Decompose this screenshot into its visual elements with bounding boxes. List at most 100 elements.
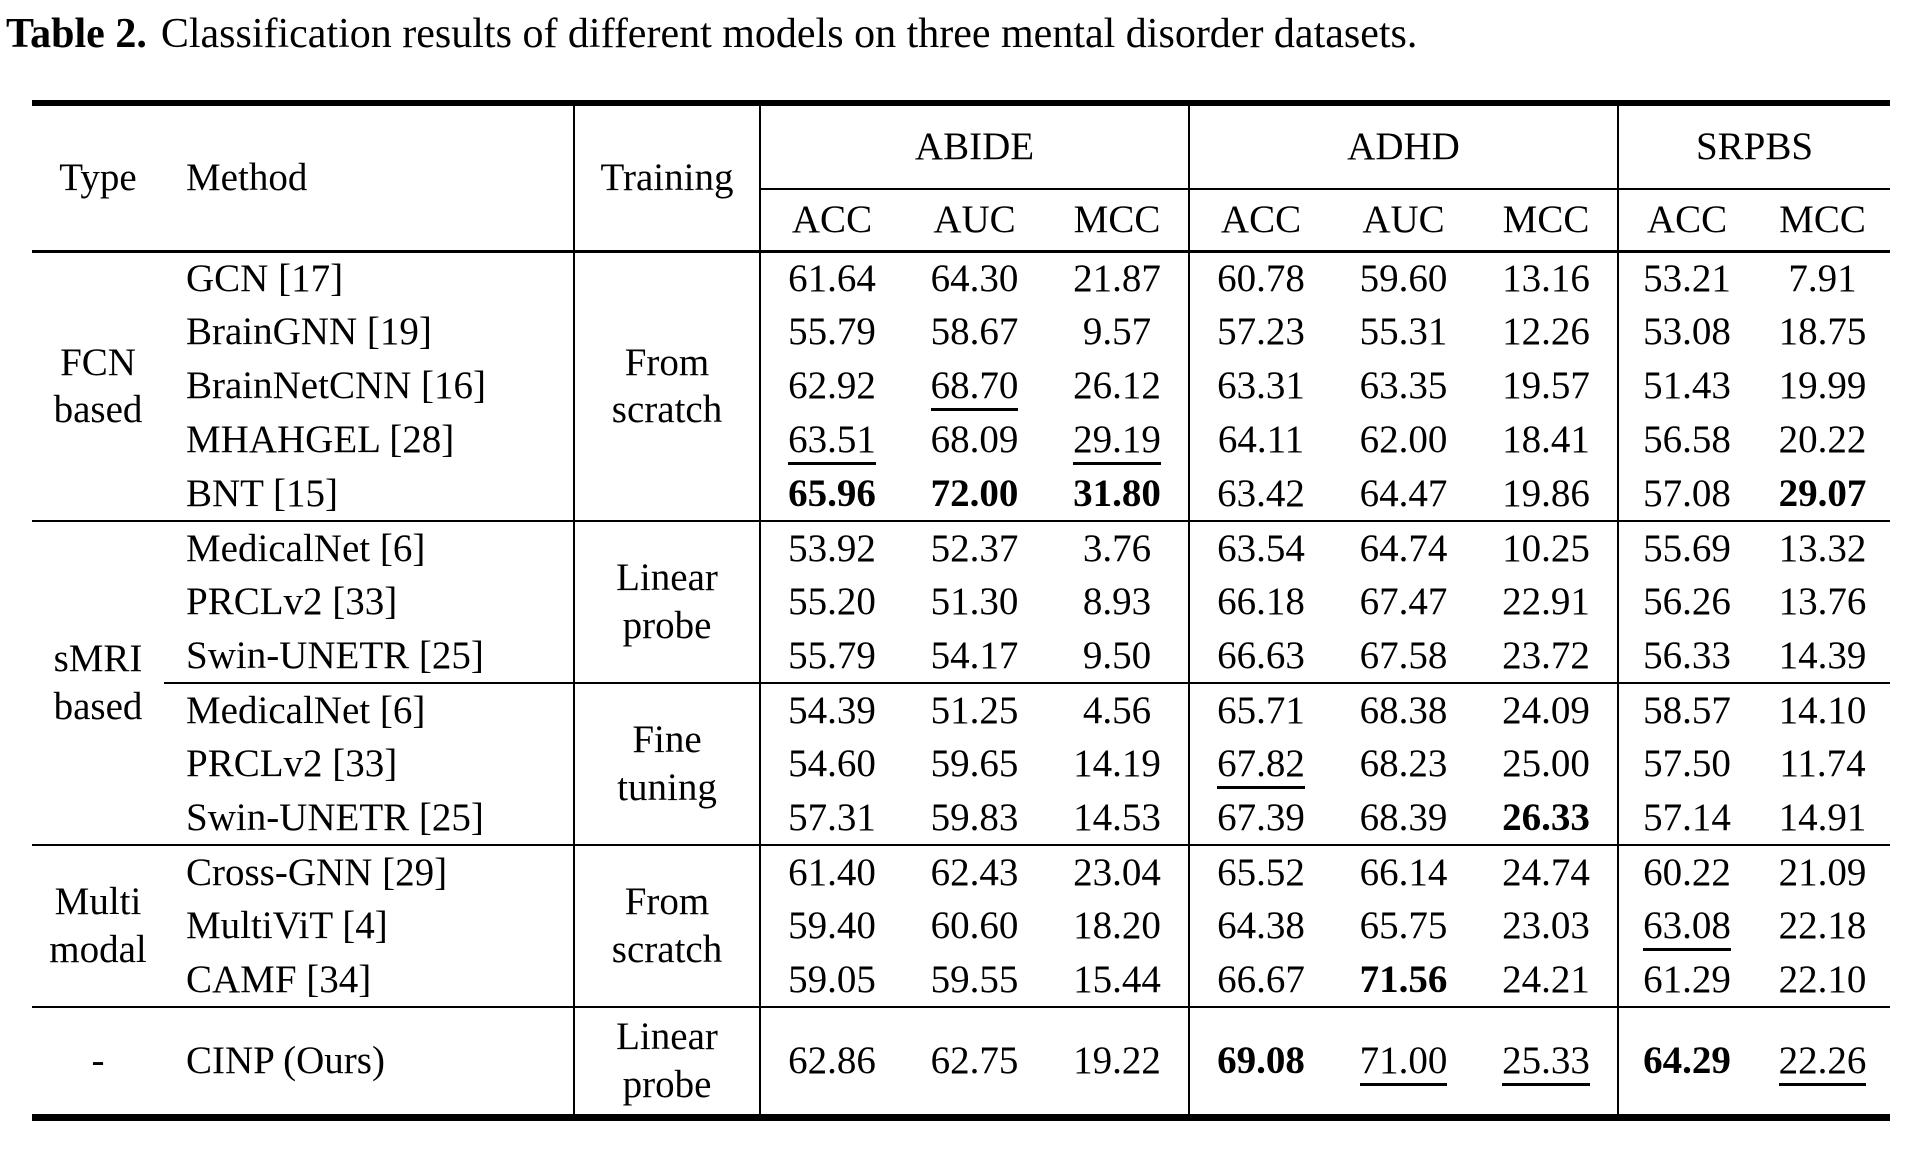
training-cell: From scratch bbox=[573, 251, 760, 522]
training-cell: Linear probe bbox=[573, 1007, 760, 1117]
value-cell: 57.31 bbox=[759, 791, 903, 846]
value-cell: 26.33 bbox=[1475, 791, 1619, 846]
type-cell: - bbox=[91, 1038, 105, 1082]
type-cell: sMRI based bbox=[32, 521, 164, 846]
header-metric-srpbs-mcc: MCC bbox=[1755, 189, 1890, 253]
value-cell: 55.20 bbox=[759, 575, 903, 629]
metric-value: 58.57 bbox=[1643, 688, 1731, 732]
metric-value: 56.33 bbox=[1643, 633, 1731, 677]
metric-value: 57.14 bbox=[1643, 795, 1731, 839]
value-cell: 59.65 bbox=[903, 737, 1046, 791]
value-cell: 63.51 bbox=[759, 413, 903, 467]
table-row: Swin-UNETR [25] 55.79 54.17 9.50 66.63 67.58 2… bbox=[32, 629, 1890, 684]
value-cell: 68.39 bbox=[1332, 791, 1476, 846]
value-cell: 66.67 bbox=[1188, 953, 1333, 1008]
value-cell: 12.26 bbox=[1475, 305, 1618, 359]
value-cell: 60.22 bbox=[1617, 845, 1756, 899]
metric-value: 67.58 bbox=[1359, 633, 1448, 677]
value-cell: 64.11 bbox=[1188, 413, 1333, 467]
metric-value: 29.19 bbox=[1073, 418, 1161, 466]
metric-value: 63.35 bbox=[1359, 364, 1448, 408]
metric-value: 65.52 bbox=[1217, 850, 1305, 894]
table-header: Type Method Training ABIDE ADHD SRPBS AC… bbox=[32, 103, 1890, 253]
header-metric-abide-acc: ACC bbox=[759, 189, 903, 253]
value-cell: 56.33 bbox=[1617, 629, 1756, 684]
metric-value: 68.09 bbox=[930, 418, 1019, 462]
header-group-row: Type Method Training ABIDE ADHD SRPBS bbox=[32, 103, 1890, 253]
table-row: CAMF [34] 59.05 59.55 15.44 66.67 71.56 24.21 6… bbox=[32, 953, 1890, 1008]
value-cell: 14.19 bbox=[1046, 737, 1189, 791]
metric-value: 64.11 bbox=[1217, 418, 1305, 462]
method-cell: MedicalNet [6] bbox=[186, 688, 426, 732]
training-cell: Fine tuning bbox=[573, 683, 760, 846]
value-cell: 11.74 bbox=[1755, 737, 1890, 791]
value-cell: 23.03 bbox=[1475, 899, 1618, 953]
metric-value: 64.29 bbox=[1643, 1038, 1731, 1082]
metric-value: 67.47 bbox=[1359, 580, 1448, 624]
value-cell: 69.08 bbox=[1188, 1007, 1333, 1117]
metric-value: 66.14 bbox=[1359, 850, 1448, 894]
results-table: Type Method Training ABIDE ADHD SRPBS AC… bbox=[32, 100, 1890, 1121]
table-row: BNT [15] 65.96 72.00 31.80 63.42 64.47 19.86 57… bbox=[32, 467, 1890, 522]
header-metric-adhd-acc: ACC bbox=[1188, 189, 1333, 253]
metric-value: 68.38 bbox=[1359, 688, 1448, 732]
value-cell: 61.29 bbox=[1617, 953, 1756, 1008]
method-cell: BrainNetCNN [16] bbox=[186, 364, 487, 408]
metric-value: 54.17 bbox=[930, 633, 1019, 677]
metric-value: 57.08 bbox=[1643, 471, 1731, 515]
value-cell: 72.00 bbox=[903, 467, 1046, 522]
metric-value: 71.56 bbox=[1359, 957, 1448, 1001]
metric-value: 62.43 bbox=[930, 850, 1019, 894]
value-cell: 71.56 bbox=[1332, 953, 1476, 1008]
value-cell: 51.25 bbox=[903, 683, 1046, 737]
table-row: BrainNetCNN [16] 62.92 68.70 26.12 63.31 63.3… bbox=[32, 359, 1890, 413]
value-cell: 68.70 bbox=[903, 359, 1046, 413]
table-row: sMRI based MedicalNet [6] Linear probe 53.9… bbox=[32, 521, 1890, 846]
value-cell: 71.00 bbox=[1332, 1007, 1475, 1117]
value-cell: 24.74 bbox=[1475, 845, 1618, 899]
header-group-adhd: ADHD bbox=[1188, 103, 1619, 190]
value-cell: 66.18 bbox=[1188, 575, 1333, 629]
metric-value: 22.91 bbox=[1502, 580, 1590, 624]
metric-value: 63.08 bbox=[1643, 904, 1731, 952]
header-metric-adhd-auc: AUC bbox=[1332, 189, 1476, 253]
metric-value: 56.26 bbox=[1643, 580, 1731, 624]
method-cell: MedicalNet [6] bbox=[186, 526, 426, 570]
value-cell: 21.09 bbox=[1755, 845, 1890, 899]
value-cell: 14.91 bbox=[1755, 791, 1890, 846]
value-cell: 23.72 bbox=[1475, 629, 1619, 684]
metric-value: 59.83 bbox=[930, 795, 1019, 839]
method-cell: CINP (Ours) bbox=[186, 1038, 385, 1082]
metric-value: 63.31 bbox=[1217, 364, 1305, 408]
metric-value: 51.30 bbox=[930, 580, 1019, 624]
metric-value: 69.08 bbox=[1217, 1038, 1305, 1082]
value-cell: 24.09 bbox=[1475, 683, 1618, 737]
metric-value: 62.92 bbox=[788, 364, 876, 408]
method-cell: MHAHGEL [28] bbox=[186, 418, 455, 462]
value-cell: 14.53 bbox=[1046, 791, 1190, 846]
value-cell: 58.67 bbox=[903, 305, 1046, 359]
metric-value: 19.99 bbox=[1778, 364, 1867, 408]
metric-value: 23.03 bbox=[1502, 904, 1590, 948]
value-cell: 67.47 bbox=[1332, 575, 1475, 629]
value-cell: 13.76 bbox=[1755, 575, 1890, 629]
metric-value: 9.50 bbox=[1082, 633, 1152, 677]
metric-value: 65.75 bbox=[1359, 904, 1448, 948]
metric-value: 25.33 bbox=[1502, 1038, 1590, 1086]
training-cell: Linear probe bbox=[573, 521, 760, 684]
value-cell: 65.96 bbox=[759, 467, 903, 522]
metric-value: 57.31 bbox=[788, 795, 876, 839]
metric-value: 57.50 bbox=[1643, 742, 1731, 786]
value-cell: 57.14 bbox=[1617, 791, 1756, 846]
value-cell: 18.41 bbox=[1475, 413, 1618, 467]
metric-value: 24.21 bbox=[1502, 957, 1590, 1001]
metric-value: 71.00 bbox=[1359, 1038, 1448, 1086]
method-cell: PRCLv2 [33] bbox=[186, 580, 398, 624]
metric-value: 57.23 bbox=[1217, 310, 1305, 354]
table-caption: Table 2. Classification results of differ… bbox=[6, 10, 1924, 58]
value-cell: 20.22 bbox=[1755, 413, 1890, 467]
metric-value: 22.26 bbox=[1778, 1038, 1867, 1086]
metric-value: 52.37 bbox=[930, 526, 1019, 570]
value-cell: 68.38 bbox=[1332, 683, 1475, 737]
